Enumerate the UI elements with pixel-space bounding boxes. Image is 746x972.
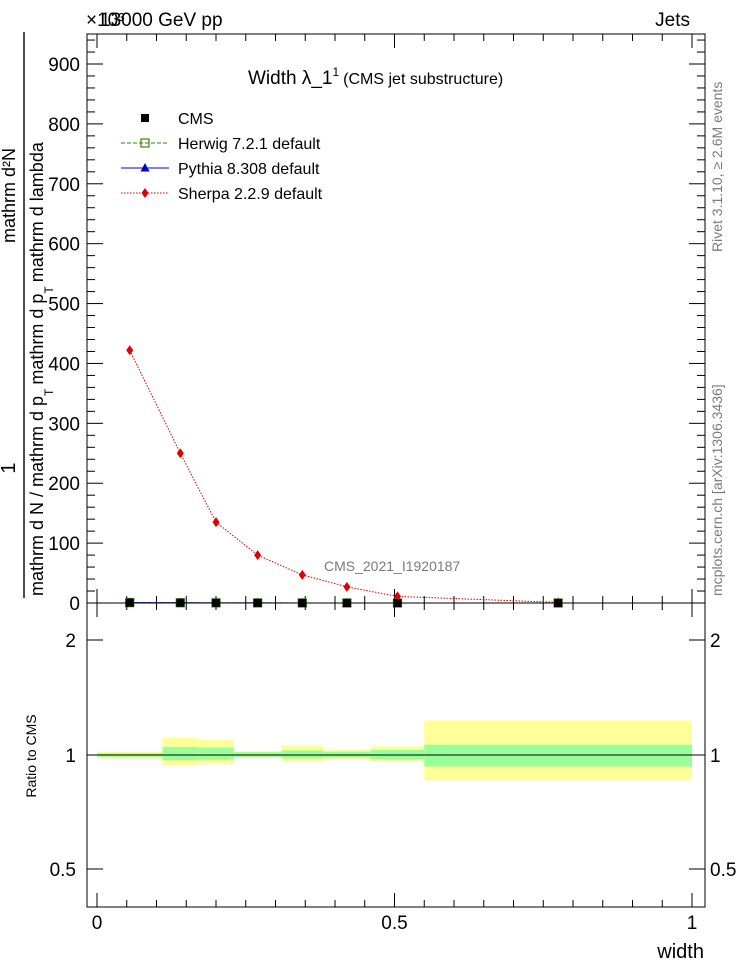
legend-entry: Sherpa 2.2.9 default: [121, 186, 323, 203]
main-y-tick-label: 900: [48, 55, 80, 76]
legend-entry: Pythia 8.308 default: [121, 161, 320, 178]
main-y-tick-label: 100: [48, 534, 80, 555]
main-y-tick-label: 700: [48, 175, 80, 196]
process-label: Jets: [655, 10, 690, 31]
legend-label: Herwig 7.2.1 default: [178, 136, 321, 153]
ratio-stat-band: [370, 749, 425, 760]
data-point: [254, 550, 262, 561]
energy-label: 13000 GeV pp: [100, 10, 223, 31]
legend-marker: [140, 138, 150, 148]
ylabel-numerator: 1: [0, 462, 20, 473]
ratio-bands: [97, 720, 692, 781]
legend: CMS Herwig 7.2.1 default Pythia 8.308 defa…: [121, 111, 323, 203]
legend-marker: [141, 114, 149, 122]
ratio-y-tick-label-right: 0.5: [710, 860, 736, 881]
data-point: [298, 569, 306, 580]
main-y-tick-label: 0: [69, 594, 80, 615]
exponent-label: ×10³: [86, 10, 125, 31]
ratio-ticks: 0.5 0.5 1 1 2 2 0 0.5 1: [50, 603, 736, 934]
main-y-tick-label: 400: [48, 354, 80, 375]
main-y-tick-label: 800: [48, 115, 80, 136]
x-tick-label: 0.5: [381, 913, 407, 934]
ratio-plot-frame: [86, 602, 706, 908]
ratio-y-tick-label: 1: [65, 746, 76, 767]
x-tick-label: 1: [687, 913, 698, 934]
legend-label: Sherpa 2.2.9 default: [178, 186, 323, 203]
main-y-tick-label: 200: [48, 474, 80, 495]
x-axis-label: width: [656, 941, 704, 963]
legend-entry: CMS: [141, 111, 214, 128]
data-point: [393, 591, 401, 602]
legend-label: Pythia 8.308 default: [178, 161, 320, 178]
ratio-stat-band: [233, 752, 282, 757]
ratio-y-label: Ratio to CMS: [23, 714, 39, 797]
main-y-label: 1 mathrm d N / mathrm d pTmathrm d pTmat…: [0, 32, 56, 598]
ratio-stat-band: [198, 747, 234, 760]
data-point: [212, 517, 220, 528]
main-y-tick-label: 300: [48, 414, 80, 435]
main-y-ticks: 0 100 200 300 400 500 600 700 800 900: [48, 34, 705, 615]
legend-entry: Herwig 7.2.1 default: [121, 136, 321, 153]
legend-marker: [140, 163, 150, 172]
mcplots-label: mcplots.cern.ch [arXiv:1306.3436]: [709, 384, 725, 596]
main-title: Width λ_11 (CMS jet substructure): [248, 65, 503, 89]
analysis-watermark: CMS_2021_I1920187: [324, 558, 460, 574]
x-tick-label: 0: [92, 913, 103, 934]
ratio-y-tick-label: 2: [65, 631, 76, 652]
data-point: [343, 581, 351, 592]
legend-marker: [141, 188, 149, 198]
data-point: [176, 448, 184, 459]
main-y-tick-label: 600: [48, 235, 80, 256]
ratio-y-tick-label-right: 1: [710, 746, 721, 767]
rivet-label: Rivet 3.1.10, ≥ 2.6M events: [709, 82, 725, 252]
main-y-tick-label: 500: [48, 295, 80, 316]
ylabel-d2n: mathrm d²N: [0, 148, 19, 243]
ratio-y-tick-label: 0.5: [50, 860, 76, 881]
ratio-stat-band: [323, 751, 371, 758]
ylabel-denominator: mathrm d N / mathrm d pTmathrm d pTmathr…: [27, 141, 56, 596]
ratio-stat-band: [162, 746, 199, 761]
data-point: [126, 345, 134, 356]
ratio-stat-band: [281, 750, 324, 759]
legend-label: CMS: [178, 111, 214, 128]
ratio-stat-band: [424, 744, 692, 767]
ratio-y-tick-label-right: 2: [710, 631, 721, 652]
